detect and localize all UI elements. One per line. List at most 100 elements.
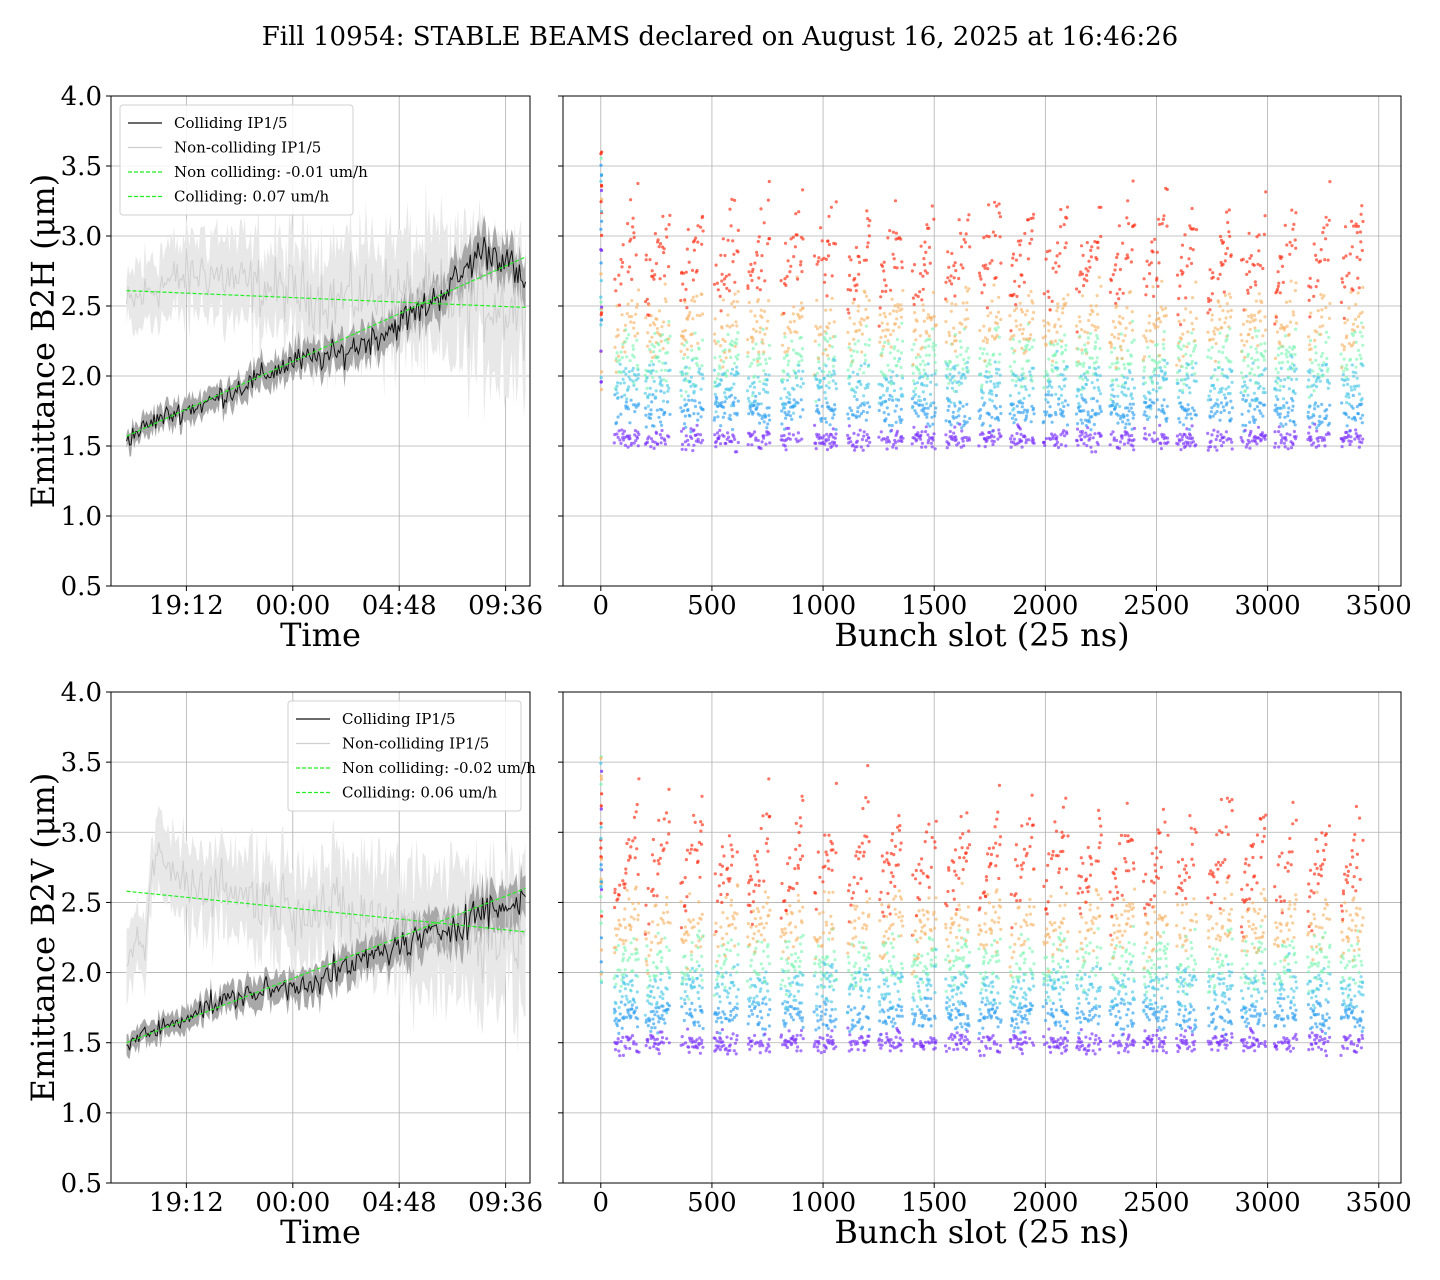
bunch-point — [1359, 416, 1363, 420]
bunch-point — [1288, 433, 1292, 437]
bunch-point — [1359, 212, 1363, 216]
bunch-point — [1158, 222, 1162, 226]
bunch-point — [1031, 301, 1035, 305]
bunch-point — [645, 963, 649, 967]
bunch-point — [925, 271, 929, 275]
bunch-point — [965, 420, 969, 424]
bunch-point — [1247, 332, 1251, 336]
bunch-point — [684, 858, 689, 862]
bunch-point — [831, 379, 835, 383]
bunch-point — [752, 932, 756, 936]
bunch-point — [1144, 437, 1148, 441]
bunch-point — [747, 892, 751, 896]
bunch-point — [1309, 393, 1313, 397]
bunch-point — [717, 954, 721, 958]
bunch-point — [1055, 440, 1060, 444]
bunch-point — [950, 342, 955, 346]
bunch-point — [735, 1034, 739, 1038]
bunch-point — [1158, 353, 1162, 358]
bunch-point — [849, 364, 853, 368]
bunch-point — [888, 368, 892, 372]
bunch-point — [662, 378, 666, 382]
bunch-point — [1253, 326, 1257, 330]
bunch-point — [717, 971, 721, 976]
bunch-point — [751, 337, 755, 341]
bunch-point — [1156, 325, 1160, 329]
bunch-point — [796, 956, 800, 960]
bunch-point — [1320, 363, 1325, 367]
bunch-point — [1351, 370, 1355, 374]
bunch-point — [1280, 264, 1285, 268]
bunch-point — [1219, 260, 1223, 265]
bunch-point — [1018, 253, 1022, 257]
bunch-point — [1032, 412, 1036, 416]
bunch-point — [667, 435, 671, 439]
bunch-point — [846, 330, 850, 334]
bunch-point — [783, 899, 787, 903]
pilot-bunch-point — [599, 163, 603, 167]
bunch-point — [696, 437, 700, 441]
bunch-point — [1166, 440, 1170, 444]
bunch-point — [649, 314, 654, 318]
bunch-point — [1057, 264, 1061, 268]
bunch-point — [648, 363, 652, 367]
bunch-point — [897, 398, 901, 402]
bunch-point — [826, 239, 830, 243]
bunch-point — [714, 263, 718, 267]
bunch-point — [787, 359, 791, 363]
bunch-point — [1311, 369, 1315, 373]
bunch-point — [728, 877, 732, 881]
bunch-point — [922, 263, 927, 267]
bunch-point — [1188, 391, 1192, 395]
bunch-point — [623, 1003, 627, 1007]
bunch-point — [752, 385, 757, 389]
bunch-point — [661, 320, 666, 324]
bunch-point — [726, 991, 731, 995]
bunch-point — [863, 342, 868, 347]
bunch-point — [899, 387, 903, 391]
bunch-point — [1042, 440, 1046, 444]
bunch-point — [995, 371, 999, 375]
bunch-point — [699, 829, 703, 833]
bunch-point — [1089, 445, 1093, 449]
bunch-point — [679, 388, 683, 393]
legend-box — [119, 104, 354, 216]
bunch-point — [729, 903, 733, 907]
bunch-point — [815, 1045, 820, 1049]
bunch-point — [1313, 345, 1317, 349]
bunch-point — [1094, 304, 1098, 308]
bunch-point — [1325, 356, 1329, 361]
bunch-point — [1061, 350, 1065, 354]
bunch-point — [892, 389, 897, 393]
bunch-point — [791, 945, 796, 949]
bunch-point — [765, 837, 770, 841]
bunch-point — [846, 288, 850, 292]
bunch-point — [1059, 443, 1063, 447]
bunch-point — [1280, 438, 1284, 442]
bunch-point — [695, 423, 699, 427]
bunch-point — [750, 278, 754, 283]
bunch-point — [1350, 245, 1354, 249]
bunch-point — [894, 440, 898, 444]
bunch-point — [1357, 315, 1361, 319]
bunch-point — [783, 350, 787, 354]
bunch-point — [1096, 240, 1100, 244]
bunch-point — [700, 242, 704, 246]
bunch-point — [1184, 307, 1188, 311]
bunch-point — [768, 356, 772, 360]
bunch-point — [1246, 291, 1250, 295]
bunch-point — [862, 401, 866, 405]
bunch-point — [644, 316, 648, 320]
bunch-point — [696, 364, 700, 368]
bunch-point — [1285, 401, 1289, 405]
bunch-point — [892, 442, 896, 446]
bunch-point — [763, 279, 767, 283]
bunch-point — [1327, 335, 1331, 339]
bunch-point — [713, 356, 717, 360]
bunch-point — [715, 978, 719, 982]
bunch-point — [865, 433, 869, 437]
bunch-point — [719, 1037, 723, 1041]
bunch-point — [658, 242, 663, 246]
bunch-point — [965, 289, 970, 293]
bunch-point — [1278, 415, 1282, 419]
